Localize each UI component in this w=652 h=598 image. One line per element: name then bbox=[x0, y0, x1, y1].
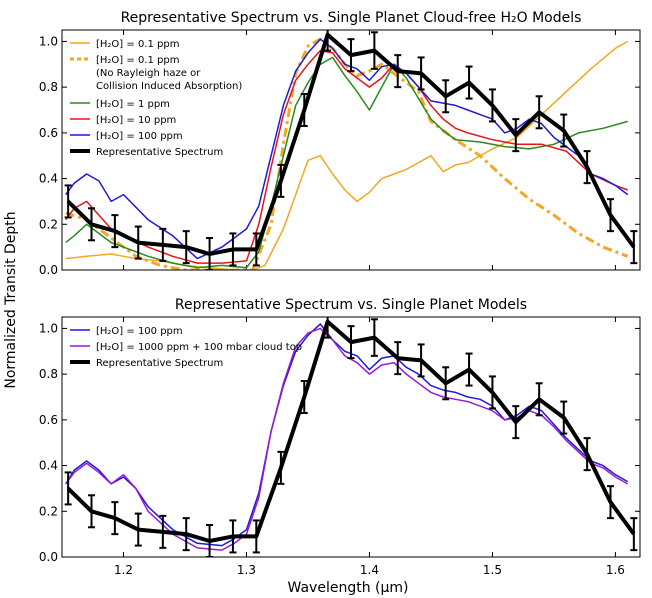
y-tick-label: 0.8 bbox=[39, 80, 58, 94]
y-tick-label: 0.4 bbox=[39, 172, 58, 186]
axes-frame bbox=[61, 316, 641, 558]
chart-title: Representative Spectrum vs. Single Plane… bbox=[175, 297, 527, 313]
y-tick-label: 0.6 bbox=[39, 413, 58, 427]
axes-frame bbox=[61, 29, 641, 271]
series-line-3 bbox=[65, 49, 628, 264]
shared-ylabel: Normalized Transit Depth bbox=[3, 211, 19, 388]
y-tick-label: 0.6 bbox=[39, 126, 58, 140]
y-tick-label: 0.4 bbox=[39, 459, 58, 473]
x-tick-label: 1.3 bbox=[237, 563, 256, 577]
y-tick-label: 0.2 bbox=[39, 504, 58, 518]
y-tick-label: 0.0 bbox=[39, 263, 58, 277]
y-tick-label: 0.8 bbox=[39, 367, 58, 381]
plot-area bbox=[64, 317, 638, 557]
plot-area bbox=[64, 30, 638, 270]
legend-label: [H₂O] = 10 ppm bbox=[96, 115, 176, 126]
x-tick-label: 1.6 bbox=[606, 563, 625, 577]
legend: [H₂O] = 100 ppm [H₂O] = 1000 ppm + 100 mb… bbox=[70, 326, 302, 369]
legend-label: [H₂O] = 0.1 ppm bbox=[96, 39, 179, 50]
y-tick-label: 0.2 bbox=[39, 217, 58, 231]
top-panel: Representative Spectrum vs. Single Plane… bbox=[39, 10, 641, 277]
legend-label: Representative Spectrum bbox=[96, 147, 223, 158]
series-line-representative bbox=[66, 319, 636, 543]
legend-label: [H₂O] = 100 ppm bbox=[96, 326, 183, 337]
x-tick-label: 1.5 bbox=[483, 563, 502, 577]
legend-label: [H₂O] = 1 ppm bbox=[96, 99, 170, 110]
x-tick-label: 1.2 bbox=[114, 563, 133, 577]
legend-label: [H₂O] = 1000 ppm + 100 mbar cloud top bbox=[96, 342, 302, 353]
series-line-2 bbox=[65, 56, 628, 269]
y-tick-label: 1.0 bbox=[39, 34, 58, 48]
x-tick-label: 1.4 bbox=[360, 563, 379, 577]
shared-xlabel: Wavelength (μm) bbox=[288, 580, 409, 596]
legend-label: [H₂O] = 0.1 ppm (No Rayleigh haze or Colli… bbox=[96, 55, 242, 92]
y-tick-label: 1.0 bbox=[39, 321, 58, 335]
series-line-4 bbox=[65, 38, 629, 260]
bottom-panel: Representative Spectrum vs. Single Plane… bbox=[39, 297, 641, 577]
chart-title: Representative Spectrum vs. Single Plane… bbox=[121, 10, 582, 26]
series-line-0 bbox=[65, 40, 629, 270]
legend-label: [H₂O] = 100 ppm bbox=[96, 131, 183, 142]
legend: [H₂O] = 0.1 ppm [H₂O] = 0.1 ppm (No Raylei… bbox=[70, 39, 242, 158]
legend-label: Representative Spectrum bbox=[96, 358, 223, 369]
y-tick-label: 0.0 bbox=[39, 550, 58, 564]
series-line-representative bbox=[66, 32, 636, 256]
